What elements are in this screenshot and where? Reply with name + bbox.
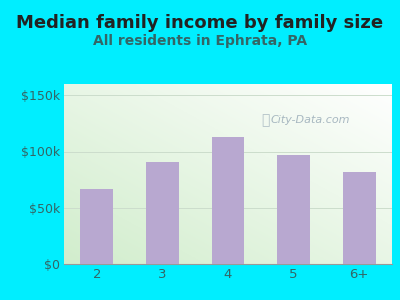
Bar (343, 172, 376, 264)
Text: All residents in Ephrata, PA: All residents in Ephrata, PA (93, 34, 307, 49)
Bar (80, 189, 113, 264)
Text: Median family income by family size: Median family income by family size (16, 14, 384, 32)
Bar (146, 162, 179, 264)
Text: ⌕: ⌕ (262, 113, 270, 127)
Bar (277, 155, 310, 264)
Bar (212, 137, 244, 264)
Text: City-Data.com: City-Data.com (270, 115, 350, 125)
